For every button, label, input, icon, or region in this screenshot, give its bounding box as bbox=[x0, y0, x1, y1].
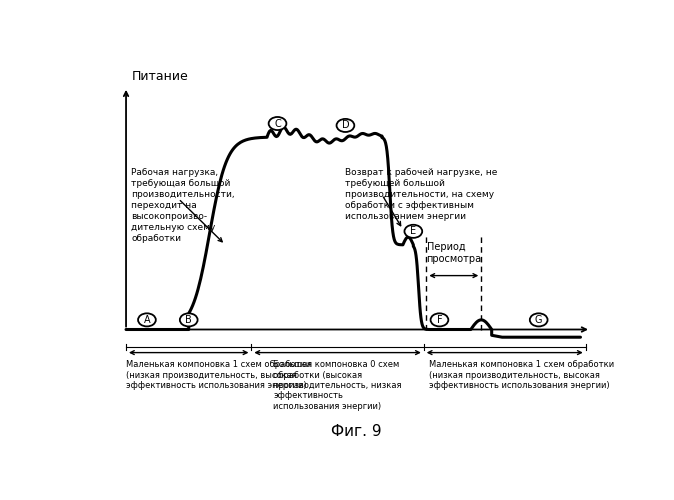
Text: Период
просмотра: Период просмотра bbox=[427, 242, 482, 264]
Text: Большая компоновка 0 схем
обработки (высокая
производительность, низкая
эффектив: Большая компоновка 0 схем обработки (выс… bbox=[274, 360, 402, 411]
Text: Маленькая компоновка 1 схем обработки
(низкая производительность, высокая
эффект: Маленькая компоновка 1 схем обработки (н… bbox=[429, 360, 614, 390]
Text: E: E bbox=[410, 226, 417, 236]
Text: A: A bbox=[144, 315, 150, 325]
Circle shape bbox=[336, 119, 355, 132]
Text: B: B bbox=[185, 315, 192, 325]
Circle shape bbox=[431, 314, 448, 326]
Text: Рабочая нагрузка,
требующая большой
производительности,
переходит на
высокопроиз: Рабочая нагрузка, требующая большой прои… bbox=[131, 168, 235, 244]
Text: D: D bbox=[342, 120, 349, 130]
Text: Питание: Питание bbox=[131, 70, 188, 83]
Text: Возврат к рабочей нагрузке, не
требующей большой
производительности, на схему
об: Возврат к рабочей нагрузке, не требующей… bbox=[346, 168, 498, 221]
Circle shape bbox=[404, 225, 422, 238]
Text: G: G bbox=[535, 315, 543, 325]
Text: Маленькая компоновка 1 схем обработки
(низкая производительность, высокая
эффект: Маленькая компоновка 1 схем обработки (н… bbox=[126, 360, 311, 390]
Circle shape bbox=[269, 117, 286, 130]
Text: Фиг. 9: Фиг. 9 bbox=[330, 424, 381, 439]
Text: C: C bbox=[274, 118, 281, 128]
Circle shape bbox=[138, 314, 156, 326]
Circle shape bbox=[530, 314, 547, 326]
Circle shape bbox=[180, 314, 197, 326]
Text: F: F bbox=[437, 315, 442, 325]
